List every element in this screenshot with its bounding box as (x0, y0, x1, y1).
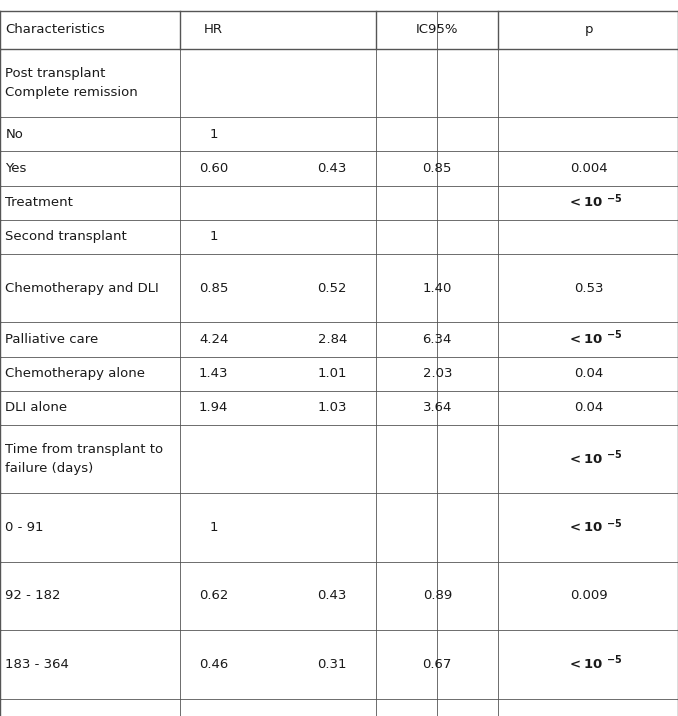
Text: $\mathbf{-5}$: $\mathbf{-5}$ (606, 192, 622, 203)
Text: $\mathbf{-5}$: $\mathbf{-5}$ (606, 329, 622, 340)
Text: 1: 1 (210, 231, 218, 243)
Text: Treatment: Treatment (5, 196, 73, 209)
Text: 6.34: 6.34 (422, 333, 452, 346)
Text: 2.03: 2.03 (422, 367, 452, 380)
Text: 0 - 91: 0 - 91 (5, 521, 44, 534)
Text: 1.94: 1.94 (199, 402, 228, 415)
Text: 0.04: 0.04 (574, 367, 603, 380)
Text: 0.52: 0.52 (317, 281, 347, 295)
Text: $\mathbf{-5}$: $\mathbf{-5}$ (606, 516, 622, 528)
Text: Characteristics: Characteristics (5, 23, 105, 37)
Text: 0.004: 0.004 (570, 162, 607, 175)
Text: 0.009: 0.009 (570, 589, 607, 602)
Text: 0.43: 0.43 (317, 589, 347, 602)
Text: $\mathbf{-5}$: $\mathbf{-5}$ (606, 653, 622, 665)
Text: 0.53: 0.53 (574, 281, 603, 295)
Text: 4.24: 4.24 (199, 333, 228, 346)
Text: Complete remission: Complete remission (5, 86, 138, 99)
Text: Palliative care: Palliative care (5, 333, 99, 346)
Text: $\mathbf{<10}$: $\mathbf{<10}$ (567, 658, 603, 671)
Text: $\mathbf{<10}$: $\mathbf{<10}$ (567, 453, 603, 465)
Text: 0.62: 0.62 (199, 589, 228, 602)
Text: Chemotherapy alone: Chemotherapy alone (5, 367, 145, 380)
Text: IC95%: IC95% (416, 23, 458, 37)
Text: 0.60: 0.60 (199, 162, 228, 175)
Text: Chemotherapy and DLI: Chemotherapy and DLI (5, 281, 159, 295)
Text: $\mathbf{-5}$: $\mathbf{-5}$ (606, 448, 622, 460)
Text: 1.40: 1.40 (422, 281, 452, 295)
Text: 1: 1 (210, 521, 218, 534)
Text: 0.31: 0.31 (317, 658, 347, 671)
Text: 1.43: 1.43 (199, 367, 228, 380)
Text: 0.67: 0.67 (422, 658, 452, 671)
Text: 1: 1 (210, 127, 218, 141)
Text: 0.89: 0.89 (422, 589, 452, 602)
Text: 0.43: 0.43 (317, 162, 347, 175)
Text: $\mathbf{<10}$: $\mathbf{<10}$ (567, 521, 603, 534)
Text: 183 - 364: 183 - 364 (5, 658, 69, 671)
Text: 0.46: 0.46 (199, 658, 228, 671)
Text: 3.64: 3.64 (422, 402, 452, 415)
Text: 2.84: 2.84 (317, 333, 347, 346)
Text: 0.04: 0.04 (574, 402, 603, 415)
Text: 92 - 182: 92 - 182 (5, 589, 61, 602)
Text: Time from transplant to: Time from transplant to (5, 443, 163, 456)
Text: 1.03: 1.03 (317, 402, 347, 415)
Text: $\mathbf{<10}$: $\mathbf{<10}$ (567, 333, 603, 346)
Text: $\mathbf{<10}$: $\mathbf{<10}$ (567, 196, 603, 209)
Text: Post transplant: Post transplant (5, 67, 106, 80)
Text: failure (days): failure (days) (5, 462, 94, 475)
Text: No: No (5, 127, 23, 141)
Text: 0.85: 0.85 (199, 281, 228, 295)
Text: HR: HR (204, 23, 223, 37)
Text: 1.01: 1.01 (317, 367, 347, 380)
Text: DLI alone: DLI alone (5, 402, 68, 415)
Text: p: p (584, 23, 593, 37)
Text: Second transplant: Second transplant (5, 231, 127, 243)
Text: 0.85: 0.85 (422, 162, 452, 175)
Text: Yes: Yes (5, 162, 27, 175)
